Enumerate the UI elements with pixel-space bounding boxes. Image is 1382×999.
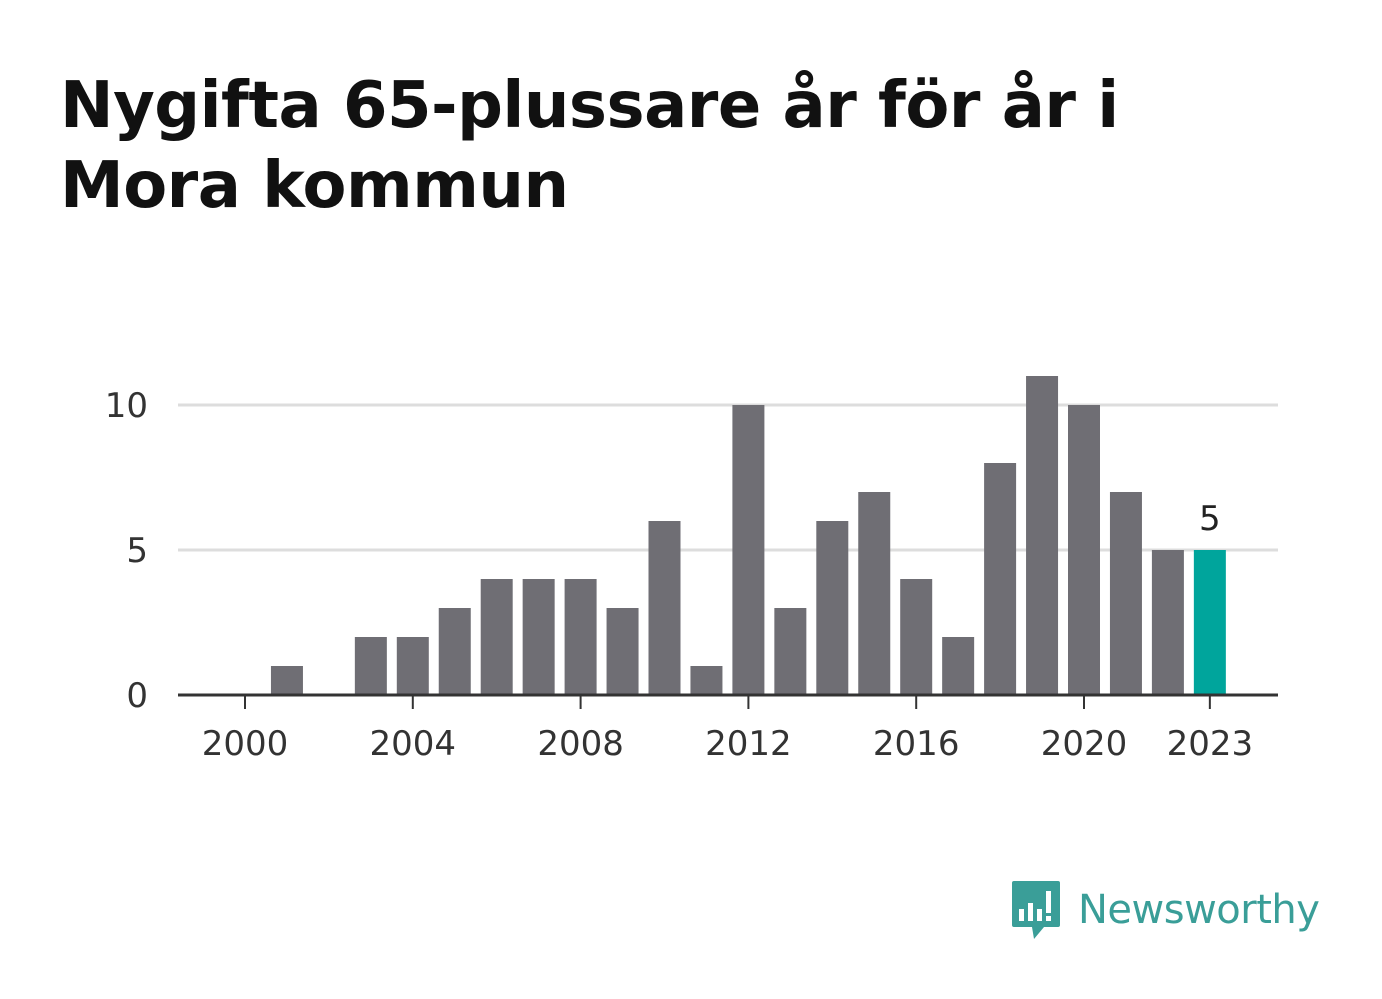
y-tick-label: 10 [105,386,148,426]
bar-2012 [732,405,765,695]
bar-2020 [1068,405,1100,695]
labels: 0 5 10 2000 2004 2008 2012 2016 2020 2023 5 [105,386,1253,764]
bar-2006 [480,579,513,695]
bar-2007 [522,579,555,695]
x-tick-label: 2004 [370,724,457,764]
bar-2021 [1109,492,1142,695]
bar-2013 [774,608,807,695]
bar-2023 [1193,550,1226,695]
bar-2010 [648,521,681,695]
bars [270,376,1226,695]
chart-title: Nygifta 65-plussare år för år i Mora kom… [60,69,1119,223]
y-tick-label: 0 [126,676,148,716]
bar-2009 [606,608,639,695]
brand-name: Newsworthy [1078,887,1320,933]
axes [178,693,1278,709]
data-label-2023: 5 [1199,499,1221,539]
bar-2022 [1151,550,1184,695]
x-tick-label: 2020 [1041,724,1128,764]
bar-2015 [858,492,891,695]
bar-2001 [270,666,303,695]
bar-2018 [984,463,1017,695]
bar-2011 [690,666,723,695]
x-tick-label: 2016 [873,724,960,764]
bar-2016 [900,579,933,695]
bar-chart-speech-bubble-icon [1012,881,1060,939]
bar-2017 [942,637,975,695]
x-tick-label: 2012 [705,724,792,764]
x-tick-label: 2023 [1167,724,1254,764]
bar-2005 [438,608,471,695]
bar-2003 [354,637,387,695]
bar-2014 [816,521,849,695]
brand-logo: Newsworthy [1010,878,1320,942]
y-tick-label: 5 [126,531,148,571]
bar-2008 [564,579,597,695]
x-tick-label: 2000 [202,724,289,764]
bar-2004 [396,637,429,695]
x-tick-label: 2008 [537,724,624,764]
bar-2019 [1026,376,1059,695]
